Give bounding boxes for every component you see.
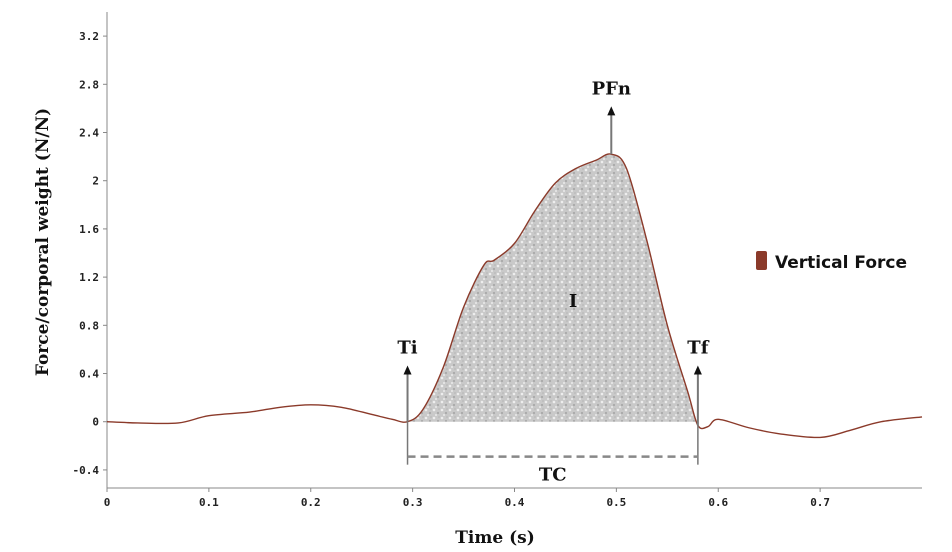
arrow-head-icon <box>607 106 616 116</box>
y-tick-label: 3.2 <box>79 30 99 43</box>
y-tick-label: 2.8 <box>79 78 99 91</box>
y-tick-label: 2.4 <box>79 127 99 140</box>
x-tick-label: 0 <box>104 496 111 509</box>
y-tick-label: 1.6 <box>79 223 99 236</box>
plot-area: -0.4 0 0.4 0.8 1.2 1.6 2 2.4 2.8 3.2 0 0.1 0.2 0.3 0.… <box>73 12 923 509</box>
x-tick-label: 0.2 <box>301 496 321 509</box>
x-tick-label: 0.1 <box>199 496 219 509</box>
series-line-vertical-force <box>106 153 923 439</box>
y-tick-label: 0 <box>92 416 99 429</box>
impulse-area <box>407 153 698 426</box>
y-tick-label: 1.2 <box>79 271 99 284</box>
legend-label-vertical-force: Vertical Force <box>775 253 907 273</box>
legend: Vertical Force <box>756 251 907 273</box>
annotation-label-pfn: PFn <box>592 78 631 99</box>
annotation-label-tf: Tf <box>687 337 709 358</box>
y-tick-label: 0.4 <box>79 368 99 381</box>
legend-swatch-vertical-force <box>756 251 767 270</box>
y-tick-label: 0.8 <box>79 319 99 332</box>
x-tick-label: 0.5 <box>606 496 626 509</box>
annotation-label-ti: Ti <box>397 337 417 358</box>
x-tick-label: 0.6 <box>708 496 728 509</box>
y-axis-title: Force/corporal weight (N/N) <box>33 108 53 376</box>
interval-label: TC <box>539 465 567 486</box>
x-tick-label: 0.4 <box>505 496 525 509</box>
y-tick-label: -0.4 <box>73 464 100 477</box>
y-axis-ticks: -0.4 0 0.4 0.8 1.2 1.6 2 2.4 2.8 3.2 <box>73 30 107 477</box>
area-label: I <box>569 291 577 312</box>
arrow-head-icon <box>403 365 412 375</box>
annotation-layer: Ti Tf PFn TC <box>397 78 709 485</box>
x-tick-label: 0.3 <box>403 496 423 509</box>
x-axis-ticks: 0 0.1 0.2 0.3 0.4 0.5 0.6 0.7 <box>104 488 830 509</box>
x-tick-label: 0.7 <box>810 496 830 509</box>
y-tick-label: 2 <box>92 175 99 188</box>
x-axis-title: Time (s) <box>455 528 535 548</box>
arrow-head-icon <box>693 365 702 375</box>
